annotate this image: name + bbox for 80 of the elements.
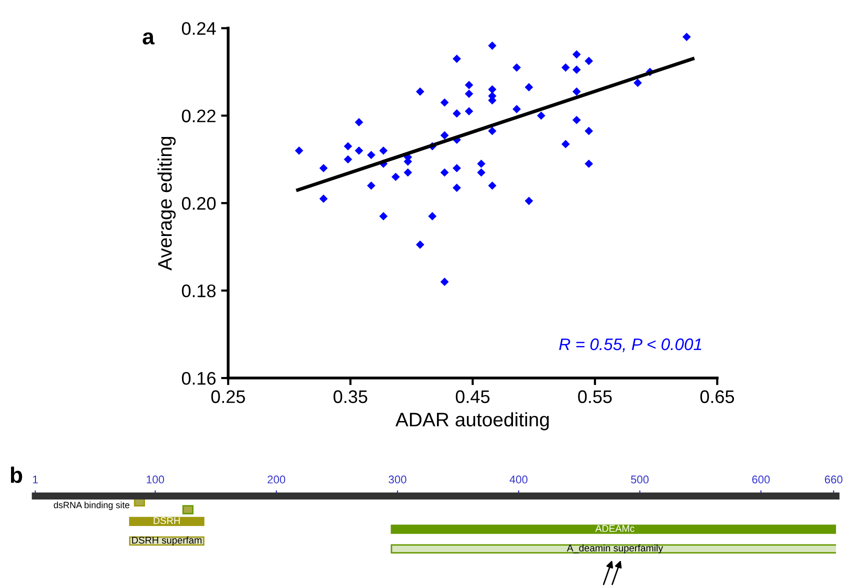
point bbox=[391, 172, 400, 182]
chart-title: a bbox=[142, 32, 155, 44]
point bbox=[561, 140, 570, 148]
x-tick-label: 600 bbox=[752, 476, 770, 484]
point bbox=[464, 80, 474, 90]
point bbox=[572, 116, 581, 124]
x-tick-label: 660 bbox=[824, 476, 842, 484]
point bbox=[561, 63, 570, 72]
point bbox=[477, 168, 486, 177]
point bbox=[572, 66, 581, 74]
point bbox=[524, 196, 534, 206]
x-tick-label: 200 bbox=[268, 476, 286, 484]
y-axis-title: Average editing bbox=[158, 136, 176, 270]
point bbox=[464, 90, 474, 98]
point bbox=[440, 168, 449, 177]
point bbox=[379, 212, 388, 220]
annotation: dsRNA binding site bbox=[54, 502, 130, 510]
data-label: A_deamin superfamily bbox=[566, 544, 664, 554]
point bbox=[319, 194, 328, 203]
point bbox=[524, 83, 534, 92]
point bbox=[404, 168, 412, 177]
point bbox=[319, 164, 328, 172]
y-tick-label: 0.22 bbox=[182, 110, 216, 122]
point bbox=[354, 118, 364, 126]
data-label: DSRH superfam bbox=[132, 536, 202, 546]
point bbox=[488, 181, 496, 190]
point bbox=[440, 278, 449, 286]
point bbox=[512, 63, 521, 72]
x-tick-label: 0.55 bbox=[578, 390, 612, 404]
point bbox=[440, 98, 449, 107]
y-tick-label: 0.24 bbox=[182, 22, 216, 35]
point bbox=[572, 50, 581, 59]
point bbox=[344, 142, 352, 150]
point bbox=[354, 146, 364, 155]
point bbox=[344, 155, 352, 164]
point bbox=[536, 111, 546, 120]
x-tick-label: 400 bbox=[510, 476, 528, 484]
y-tick-label: 0.20 bbox=[182, 197, 216, 210]
x-tick-label: 0.25 bbox=[211, 390, 245, 404]
point bbox=[682, 32, 691, 42]
x-tick-label: 300 bbox=[388, 476, 406, 484]
y-tick-label: 0.16 bbox=[182, 372, 216, 385]
point bbox=[440, 131, 449, 140]
point bbox=[367, 150, 376, 160]
point bbox=[452, 109, 461, 118]
y-tick-label: 0.18 bbox=[182, 284, 216, 298]
point bbox=[584, 126, 594, 136]
annotation: R = 0.55, P < 0.001 bbox=[559, 338, 702, 352]
x-tick-label: 1 bbox=[33, 476, 38, 484]
x-tick-label: 0.45 bbox=[456, 390, 490, 404]
point bbox=[584, 160, 594, 168]
bar bbox=[390, 524, 836, 534]
bar bbox=[390, 544, 836, 554]
x-tick-label: 100 bbox=[146, 476, 164, 484]
point bbox=[572, 87, 581, 96]
x-tick-label: 500 bbox=[630, 476, 649, 484]
point bbox=[488, 126, 496, 136]
point bbox=[452, 54, 461, 63]
point bbox=[634, 78, 642, 88]
data-label: ADEAMc bbox=[595, 525, 634, 532]
point bbox=[294, 146, 304, 155]
point bbox=[488, 42, 496, 50]
point bbox=[452, 184, 461, 192]
x-axis-title: ADAR autoediting bbox=[395, 412, 549, 430]
data-label: DSRH bbox=[154, 517, 180, 524]
point bbox=[416, 240, 424, 249]
point bbox=[367, 181, 376, 190]
bar bbox=[129, 516, 204, 526]
point bbox=[477, 160, 486, 168]
point bbox=[452, 164, 461, 172]
point bbox=[416, 87, 424, 96]
point bbox=[428, 212, 437, 220]
point bbox=[488, 85, 496, 94]
point bbox=[464, 107, 474, 116]
x-tick-label: 0.35 bbox=[334, 390, 368, 404]
point bbox=[379, 146, 388, 155]
x-tick-label: 0.65 bbox=[700, 390, 734, 404]
point bbox=[512, 104, 521, 114]
chart-title: b bbox=[10, 466, 22, 483]
point bbox=[584, 56, 594, 66]
